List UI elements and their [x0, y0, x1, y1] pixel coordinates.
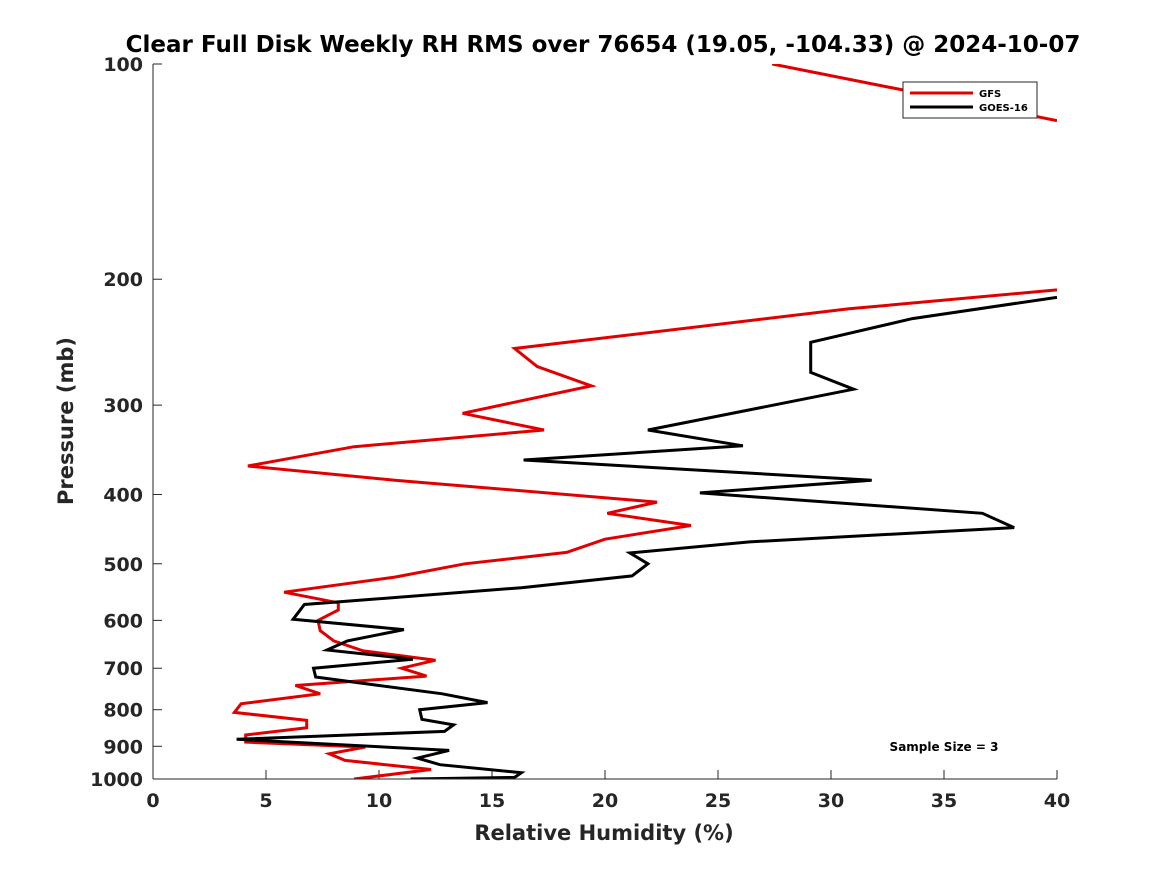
x-tick-label: 20 — [592, 790, 618, 812]
x-tick-label: 40 — [1044, 790, 1070, 812]
x-tick-label: 15 — [479, 790, 505, 812]
y-tick-label: 200 — [103, 269, 143, 291]
x-tick-label: 5 — [259, 790, 272, 812]
y-tick-label: 1000 — [90, 769, 143, 791]
y-tick-label: 500 — [103, 554, 143, 576]
y-tick-labels: 100 200 300 400 500 600 700 800 900 1000 — [90, 54, 143, 791]
y-tick-label: 600 — [103, 610, 143, 632]
legend-label: GFS — [979, 89, 1001, 100]
x-tick-label: 30 — [818, 790, 844, 812]
y-tick-label: 900 — [103, 736, 143, 758]
y-tick-label: 800 — [103, 700, 143, 722]
sample-size-annotation: Sample Size = 3 — [890, 740, 999, 754]
chart-title: Clear Full Disk Weekly RH RMS over 76654… — [126, 32, 1081, 58]
axes-box — [153, 64, 1057, 779]
x-axis-label: Relative Humidity (%) — [474, 821, 733, 845]
series-line-goes-16 — [236, 295, 1057, 779]
x-tick-label: 0 — [146, 790, 159, 812]
legend-box — [902, 81, 1038, 119]
plot-area — [152, 63, 1058, 780]
x-tick-label: 25 — [705, 790, 731, 812]
x-tick-label: 35 — [931, 790, 957, 812]
x-tick-labels: 0 5 10 15 20 25 30 35 40 — [146, 790, 1070, 812]
y-tick-label: 700 — [103, 658, 143, 680]
y-tick-label: 100 — [103, 54, 143, 76]
y-axis-label: Pressure (mb) — [54, 337, 78, 505]
legend: GFS GOES-16 — [902, 81, 1038, 119]
legend-label: GOES-16 — [979, 103, 1028, 114]
y-tick-label: 300 — [103, 395, 143, 417]
x-tick-label: 10 — [366, 790, 392, 812]
y-tick-label: 400 — [103, 484, 143, 506]
